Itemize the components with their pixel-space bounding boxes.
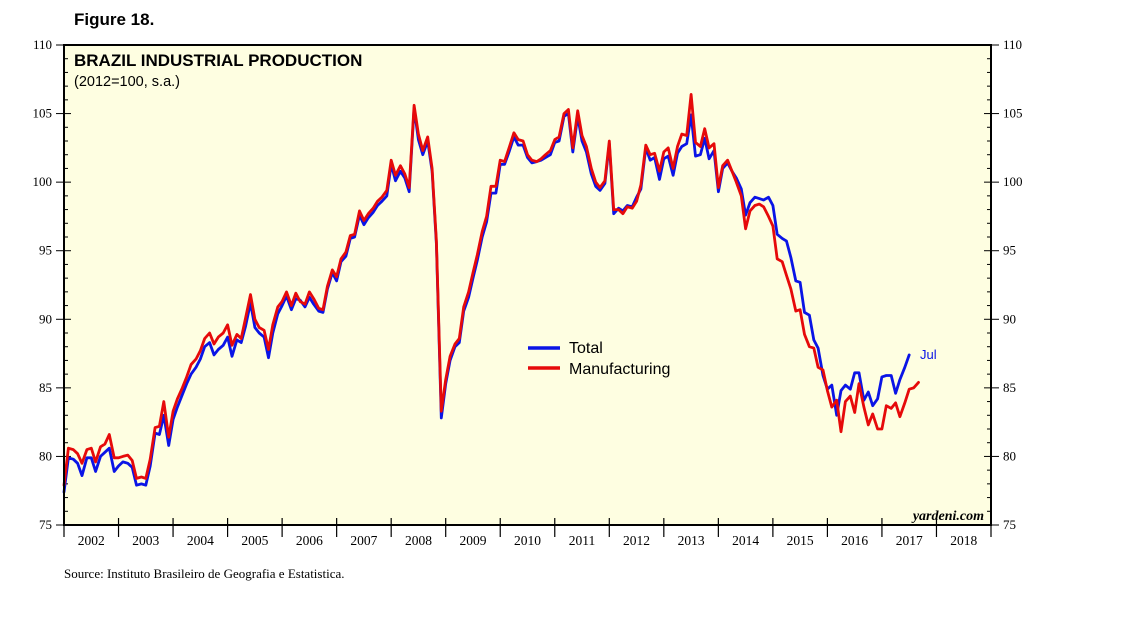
y-tick-label-right: 100 [1003,174,1023,189]
legend-label-manufacturing: Manufacturing [569,361,670,378]
x-tick-label: 2010 [514,533,541,548]
x-tick-label: 2014 [732,533,759,548]
y-tick-label-right: 80 [1003,448,1016,463]
y-tick-label-right: 85 [1003,380,1016,395]
x-tick-label: 2006 [296,533,323,548]
y-tick-label-left: 100 [33,174,53,189]
chart-title: BRAZIL INDUSTRIAL PRODUCTION [74,51,362,70]
x-tick-label: 2012 [623,533,650,548]
y-tick-label-left: 95 [39,243,52,258]
x-tick-label: 2017 [896,533,923,548]
series-line-manufacturing [62,93,920,487]
y-tick-label-left: 80 [39,448,52,463]
series-layer [62,93,920,494]
x-tick-label: 2009 [459,533,486,548]
plot-area [64,45,991,525]
y-tick-label-right: 75 [1003,517,1016,532]
y-tick-label-left: 85 [39,380,52,395]
y-tick-label-right: 90 [1003,311,1016,326]
x-tick-label: 2003 [132,533,159,548]
x-tick-label: 2013 [678,533,705,548]
y-tick-label-right: 95 [1003,243,1016,258]
watermark: yardeni.com [911,509,984,524]
y-tick-label-left: 90 [39,311,52,326]
figure-label: Figure 18. [74,10,155,29]
x-tick-label: 2004 [187,533,214,548]
x-tick-label: 2005 [241,533,268,548]
x-tick-label: 2018 [950,533,977,548]
legend-label-total: Total [569,340,603,357]
y-tick-label-left: 110 [33,37,52,52]
x-tick-label: 2011 [569,533,596,548]
axes: 75 75 80 80 85 85 90 90 95 95 100 100 105 105 110 110 20… [33,37,1023,548]
x-tick-label: 2007 [350,533,377,548]
x-tick-label: 2016 [841,533,868,548]
x-tick-label: 2015 [787,533,814,548]
y-tick-label-left: 105 [33,106,53,121]
y-tick-label-right: 110 [1003,37,1022,52]
y-tick-label-right: 105 [1003,106,1023,121]
chart-subtitle: (2012=100, s.a.) [74,74,180,90]
chart: 75 75 80 80 85 85 90 90 95 95 100 100 105 105 110 110 20… [33,37,1023,548]
x-tick-label: 2008 [405,533,432,548]
y-tick-label-left: 75 [39,517,52,532]
x-tick-label: 2002 [78,533,105,548]
end-label-jul: Jul [920,347,937,362]
legend: Total Manufacturing [528,340,670,378]
series-line-total [62,106,911,494]
source-note: Source: Instituto Brasileiro de Geografi… [64,566,345,581]
plot-frame [63,44,992,526]
